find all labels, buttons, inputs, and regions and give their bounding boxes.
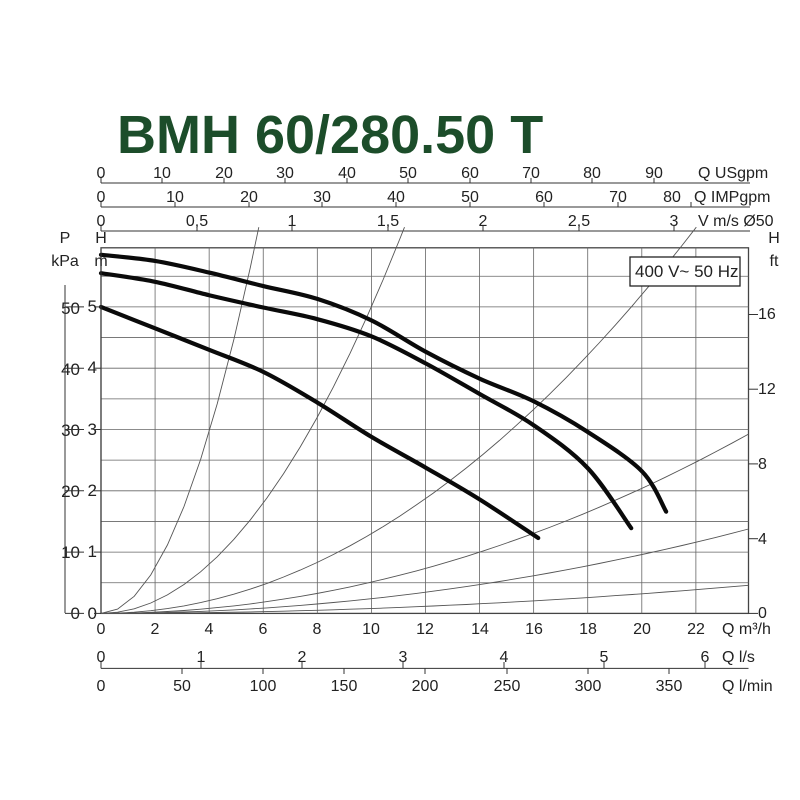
svg-text:H: H [95, 230, 107, 247]
svg-text:H: H [768, 230, 780, 247]
svg-text:18: 18 [579, 621, 597, 638]
svg-text:100: 100 [250, 678, 277, 695]
svg-text:22: 22 [687, 621, 705, 638]
svg-text:8: 8 [313, 621, 322, 638]
svg-text:ft: ft [770, 253, 779, 270]
svg-text:50: 50 [173, 678, 191, 695]
svg-text:8: 8 [758, 456, 767, 473]
svg-text:20: 20 [633, 621, 651, 638]
svg-text:P: P [60, 230, 71, 247]
svg-text:50: 50 [61, 299, 80, 318]
svg-text:0: 0 [97, 678, 106, 695]
svg-text:150: 150 [331, 678, 358, 695]
svg-text:200: 200 [412, 678, 439, 695]
svg-text:BMH 60/280.50 T: BMH 60/280.50 T [117, 105, 543, 165]
svg-text:V m/s Ø50: V m/s Ø50 [698, 213, 774, 230]
svg-text:250: 250 [494, 678, 521, 695]
svg-text:4: 4 [88, 358, 97, 377]
svg-text:0: 0 [97, 621, 106, 638]
svg-text:0: 0 [758, 605, 767, 622]
svg-text:Q m³/h: Q m³/h [722, 621, 771, 638]
svg-text:Q USgpm: Q USgpm [698, 165, 768, 182]
svg-text:kPa: kPa [51, 253, 79, 270]
svg-text:20: 20 [61, 482, 80, 501]
svg-text:14: 14 [471, 621, 489, 638]
svg-text:30: 30 [61, 421, 80, 440]
svg-text:Q IMPgpm: Q IMPgpm [694, 189, 770, 206]
svg-text:300: 300 [575, 678, 602, 695]
svg-text:6: 6 [259, 621, 268, 638]
svg-text:350: 350 [656, 678, 683, 695]
svg-text:Q l/s: Q l/s [722, 649, 755, 666]
svg-text:1: 1 [88, 542, 97, 561]
svg-text:4: 4 [205, 621, 214, 638]
svg-text:400 V~ 50 Hz: 400 V~ 50 Hz [635, 262, 739, 281]
svg-text:40: 40 [61, 360, 80, 379]
svg-text:80: 80 [663, 189, 681, 206]
svg-text:4: 4 [758, 531, 767, 548]
svg-text:10: 10 [362, 621, 380, 638]
svg-text:2: 2 [151, 621, 160, 638]
svg-text:16: 16 [525, 621, 543, 638]
svg-text:Q l/min: Q l/min [722, 678, 773, 695]
svg-text:12: 12 [758, 381, 776, 398]
svg-text:16: 16 [758, 306, 776, 323]
svg-text:12: 12 [416, 621, 434, 638]
